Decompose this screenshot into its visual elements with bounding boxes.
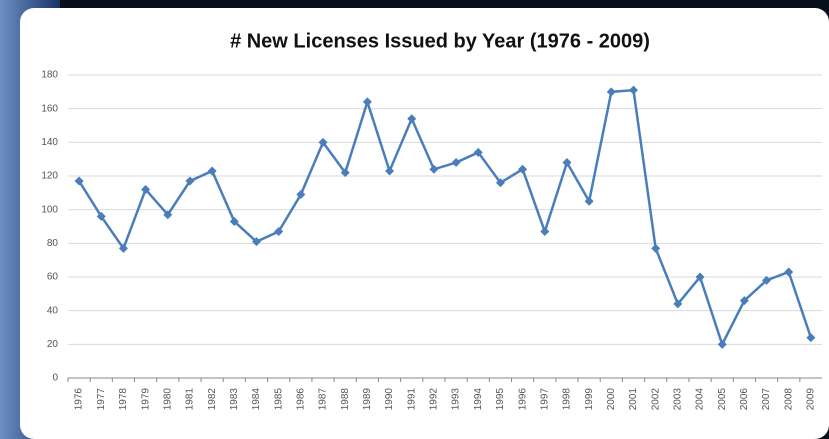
data-point — [451, 158, 461, 168]
y-tick-label: 100 — [41, 204, 58, 215]
data-point — [207, 166, 217, 176]
x-tick-label: 1993 — [451, 388, 462, 411]
x-tick-label: 1986 — [295, 388, 306, 411]
x-tick-label: 1992 — [429, 388, 440, 411]
x-tick-label: 1987 — [318, 388, 329, 411]
x-tick-label: 1998 — [562, 388, 573, 411]
data-point — [584, 196, 594, 206]
data-point — [562, 158, 572, 168]
data-point — [141, 184, 151, 194]
data-point — [229, 216, 239, 226]
data-point — [385, 166, 395, 176]
y-tick-label: 0 — [52, 373, 58, 384]
y-tick-label: 40 — [47, 305, 59, 316]
x-tick-label: 1980 — [162, 388, 173, 411]
x-tick-label: 1989 — [362, 388, 373, 411]
x-tick-label: 1999 — [584, 388, 595, 411]
data-point — [185, 176, 195, 186]
data-point — [118, 243, 128, 253]
data-point — [717, 339, 727, 349]
x-tick-label: 1997 — [539, 388, 550, 411]
x-tick-label: 1985 — [273, 388, 284, 411]
data-point — [806, 333, 816, 343]
x-tick-label: 1982 — [207, 388, 218, 411]
x-tick-label: 2002 — [650, 388, 661, 411]
x-tick-label: 1990 — [384, 388, 395, 411]
y-tick-label: 180 — [41, 70, 58, 81]
y-tick-label: 160 — [41, 103, 58, 114]
y-tick-label: 140 — [41, 137, 58, 148]
x-tick-label: 2007 — [761, 388, 772, 411]
x-tick-label: 2003 — [672, 388, 683, 411]
data-point — [362, 97, 372, 107]
data-point — [252, 237, 261, 247]
x-tick-label: 1991 — [406, 388, 417, 411]
x-tick-label: 1984 — [251, 388, 262, 411]
x-tick-label: 1983 — [229, 388, 240, 411]
data-point — [318, 137, 328, 147]
x-tick-label: 1995 — [495, 388, 506, 411]
data-point — [673, 299, 683, 309]
x-tick-label: 2004 — [695, 388, 706, 411]
y-tick-label: 120 — [41, 171, 58, 182]
x-tick-label: 2005 — [717, 388, 728, 411]
data-point — [495, 178, 505, 188]
chart-panel — [20, 8, 829, 439]
x-tick-label: 1994 — [473, 388, 484, 411]
x-tick-label: 1981 — [185, 388, 196, 411]
data-point — [695, 272, 705, 282]
x-tick-label: 2008 — [783, 388, 794, 411]
data-point — [96, 211, 106, 221]
chart-title: # New Licenses Issued by Year (1976 - 20… — [230, 30, 650, 52]
data-point — [762, 275, 772, 285]
data-point — [296, 190, 306, 200]
data-point — [473, 147, 483, 157]
data-point — [739, 296, 749, 306]
series-line — [78, 88, 813, 348]
x-tick-label: 2001 — [628, 388, 639, 411]
x-tick-label: 2009 — [806, 388, 817, 411]
y-tick-label: 60 — [47, 272, 59, 283]
x-tick-label: 2006 — [739, 388, 750, 411]
data-point — [407, 114, 417, 124]
y-tick-label: 80 — [47, 238, 59, 249]
x-tick-label: 1977 — [96, 388, 107, 411]
x-tick-label: 1976 — [74, 388, 85, 411]
data-point — [163, 210, 173, 220]
y-tick-label: 20 — [47, 339, 59, 350]
data-point — [74, 176, 84, 186]
data-point — [651, 243, 661, 253]
data-point — [340, 168, 350, 178]
data-point — [606, 87, 616, 97]
data-point — [429, 164, 439, 174]
data-point — [274, 227, 284, 237]
data-point — [629, 85, 638, 95]
x-tick-label: 1979 — [140, 388, 151, 411]
x-tick-label: 1978 — [118, 388, 129, 411]
x-tick-label: 1988 — [340, 388, 351, 411]
x-tick-label: 1996 — [517, 388, 528, 411]
data-point — [518, 164, 528, 174]
data-point — [784, 267, 794, 277]
data-point — [540, 227, 550, 237]
x-tick-label: 2000 — [606, 388, 617, 411]
